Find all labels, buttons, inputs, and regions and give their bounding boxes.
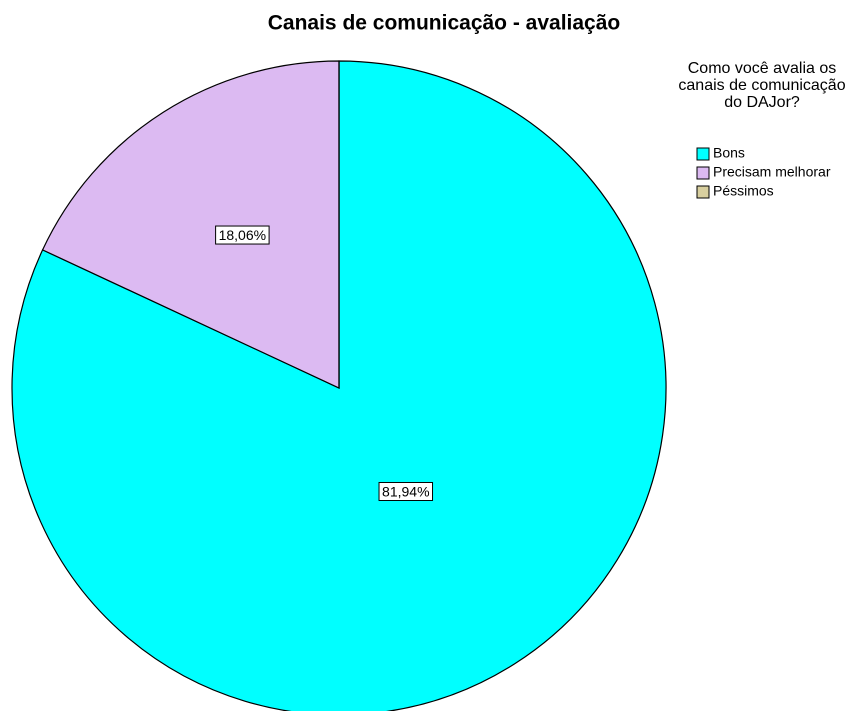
chart-title: Canais de comunicação - avaliação	[268, 12, 621, 35]
data-label: 81,94%	[382, 483, 429, 499]
data-label: 18,06%	[219, 227, 266, 243]
legend-title: Como você avalia os canais de comunicaçã…	[678, 60, 846, 111]
legend-label: Precisam melhorar	[713, 164, 831, 180]
legend-label: Bons	[713, 145, 745, 161]
data-label-box	[215, 225, 270, 245]
pie-slice	[41, 60, 340, 389]
legend-swatch	[696, 166, 710, 180]
legend-label: Péssimos	[713, 183, 774, 199]
legend-swatch	[696, 147, 710, 161]
data-label-box	[378, 481, 434, 501]
legend-swatch	[696, 185, 710, 199]
